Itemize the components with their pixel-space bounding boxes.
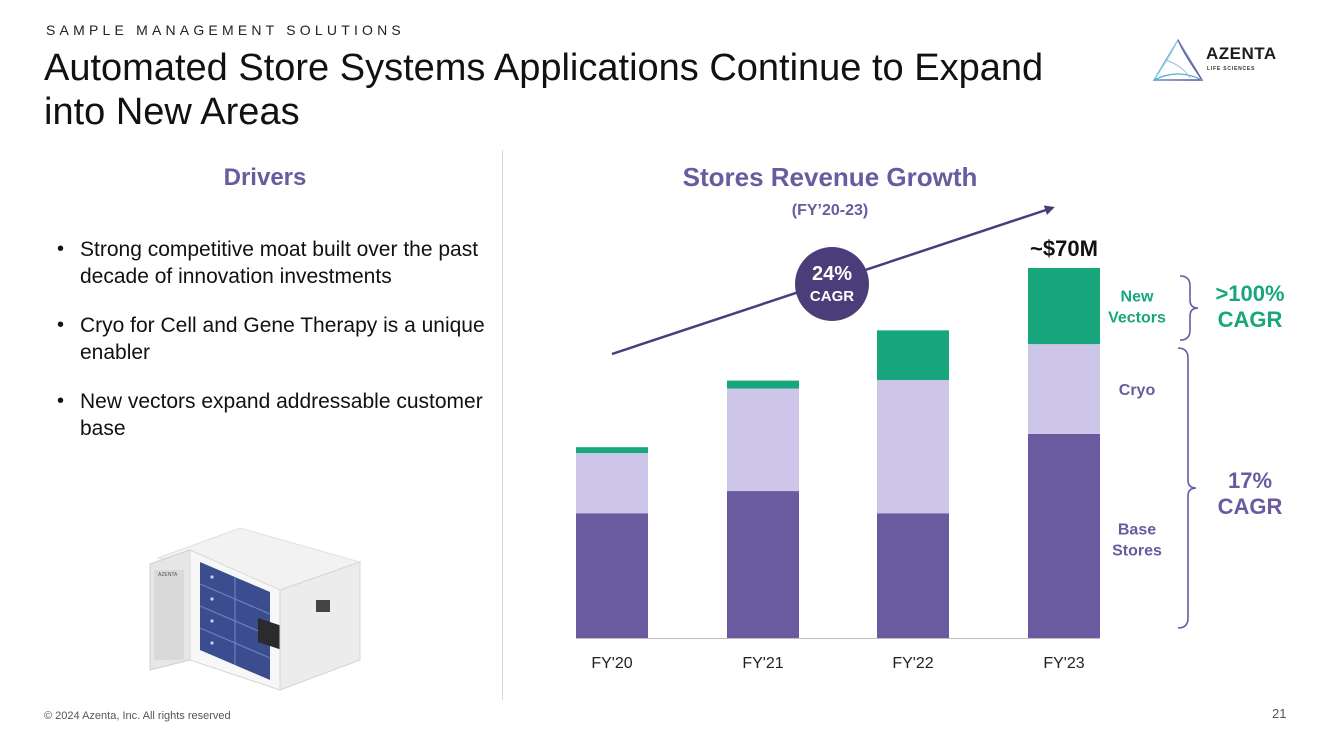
segment-label: Base xyxy=(1118,521,1156,538)
bar-base-stores-fy23 xyxy=(1028,433,1100,638)
bar-new-vectors-fy23 xyxy=(1028,268,1100,345)
section-eyebrow: SAMPLE MANAGEMENT SOLUTIONS xyxy=(46,22,405,38)
x-tick-label: FY'23 xyxy=(1043,655,1084,672)
drivers-list: Strong competitive moat built over the p… xyxy=(55,236,485,464)
bar-cryo-fy22 xyxy=(877,380,949,514)
cagr-badge xyxy=(795,247,869,321)
logo-wordmark: AZENTA xyxy=(1206,44,1277,63)
bar-base-stores-fy22 xyxy=(877,513,949,638)
top-value-label: ~$70M xyxy=(1030,236,1098,261)
bar-base-stores-fy20 xyxy=(576,513,648,638)
segment-label: Vectors xyxy=(1108,310,1166,327)
logo-subtitle: LIFE SCIENCES xyxy=(1207,66,1256,72)
column-divider xyxy=(502,150,503,700)
copyright-footer: © 2024 Azenta, Inc. All rights reserved xyxy=(44,710,231,722)
x-tick-label: FY'21 xyxy=(742,655,783,672)
bar-base-stores-fy21 xyxy=(727,491,799,638)
bar-new-vectors-fy21 xyxy=(727,380,799,389)
product-label: AZENTA xyxy=(158,572,178,578)
chart-title: Stores Revenue Growth xyxy=(682,162,978,192)
bar-cryo-fy21 xyxy=(727,388,799,492)
driver-bullet: Strong competitive moat built over the p… xyxy=(55,236,485,290)
x-tick-label: FY'22 xyxy=(892,655,933,672)
driver-bullet: New vectors expand addressable customer … xyxy=(55,388,485,442)
driver-bullet: Cryo for Cell and Gene Therapy is a uniq… xyxy=(55,312,485,366)
x-tick-label: FY'20 xyxy=(591,655,632,672)
drivers-heading: Drivers xyxy=(223,164,307,191)
segment-label: Cryo xyxy=(1119,382,1156,399)
bar-new-vectors-fy22 xyxy=(877,330,949,381)
azenta-logo-mark-icon xyxy=(1152,38,1204,81)
cagr-badge-value: 24% xyxy=(812,263,852,285)
new-vectors-cagr-value: >100% xyxy=(1215,281,1284,306)
new-vectors-cagr-label: CAGR xyxy=(1218,307,1283,332)
cagr-badge-label: CAGR xyxy=(810,288,854,305)
new-vectors-brace xyxy=(1179,275,1199,341)
bar-new-vectors-fy20 xyxy=(576,447,648,453)
base-cryo-cagr-value: 17% xyxy=(1228,468,1272,493)
bar-cryo-fy23 xyxy=(1028,344,1100,434)
page-number: 21 xyxy=(1272,706,1287,721)
page-title: Automated Store Systems Applications Con… xyxy=(44,47,1044,133)
bar-cryo-fy20 xyxy=(576,453,648,514)
chart-subtitle: (FY’20-23) xyxy=(791,202,869,219)
base-cryo-cagr-label: CAGR xyxy=(1218,494,1283,519)
automated-store-product-image: AZENTA xyxy=(140,520,370,695)
segment-label: New xyxy=(1121,289,1154,306)
base-cryo-brace xyxy=(1177,347,1197,629)
segment-label: Stores xyxy=(1112,542,1162,559)
azenta-logo: AZENTA LIFE SCIENCES xyxy=(1150,38,1300,88)
